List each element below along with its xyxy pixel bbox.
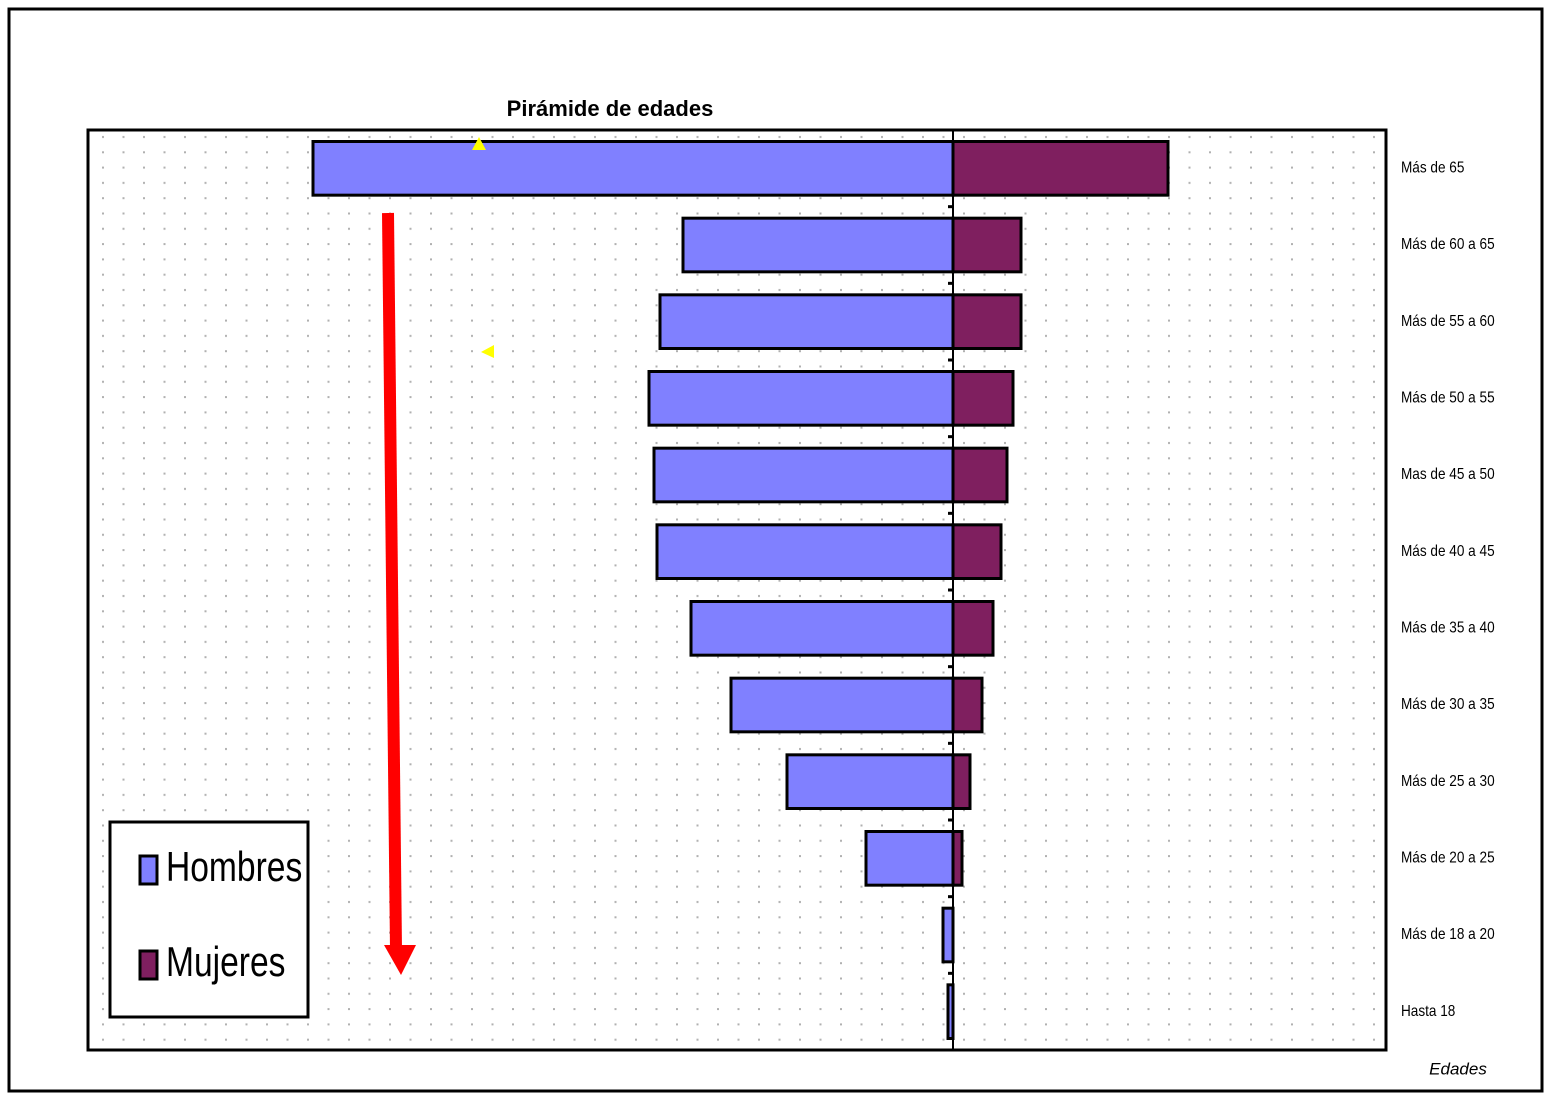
red-arrow-head bbox=[384, 945, 416, 975]
y-tick-label: Más de 20 a 25 bbox=[1401, 850, 1495, 867]
bar bbox=[951, 523, 1003, 580]
y-tick-label: Más de 18 a 20 bbox=[1401, 926, 1495, 943]
legend-swatch bbox=[138, 949, 159, 981]
legend-swatch bbox=[138, 854, 159, 886]
bar bbox=[951, 370, 1015, 427]
bar bbox=[655, 523, 955, 580]
y-tick-label: Hasta 18 bbox=[1401, 1003, 1455, 1020]
y-axis-title: Edades bbox=[1429, 1059, 1487, 1078]
y-tick-label: Más de 35 a 40 bbox=[1401, 620, 1495, 637]
bar bbox=[311, 140, 955, 197]
y-tick-label: Más de 25 a 30 bbox=[1401, 773, 1495, 790]
y-tick-label: Más de 50 a 55 bbox=[1401, 390, 1495, 407]
bars bbox=[311, 130, 1170, 1050]
y-tick-label: Más de 40 a 45 bbox=[1401, 543, 1495, 560]
plot-border bbox=[86, 128, 1388, 1052]
bar bbox=[658, 293, 955, 351]
y-tick-label: Más de 30 a 35 bbox=[1401, 696, 1495, 713]
y-tick-label: Mas de 45 a 50 bbox=[1401, 466, 1495, 483]
bar bbox=[729, 676, 955, 734]
bar bbox=[647, 370, 955, 427]
bar bbox=[951, 216, 1023, 274]
bar bbox=[652, 446, 955, 504]
bar bbox=[951, 140, 1170, 197]
bar bbox=[951, 830, 964, 887]
bar bbox=[681, 216, 955, 274]
y-tick-label: Más de 60 a 65 bbox=[1401, 236, 1495, 253]
legend: Hombres Mujeres bbox=[108, 820, 310, 1019]
marker bbox=[472, 137, 486, 150]
bar bbox=[689, 600, 955, 657]
legend-label: Mujeres bbox=[166, 940, 285, 986]
bar bbox=[864, 830, 955, 887]
bar bbox=[951, 600, 995, 657]
bar bbox=[941, 906, 955, 964]
red-arrow bbox=[382, 212, 402, 951]
y-tick-label: Más de 65 bbox=[1401, 160, 1464, 177]
bar bbox=[785, 753, 955, 810]
y-tick-label: Más de 55 a 60 bbox=[1401, 313, 1495, 330]
bar bbox=[951, 293, 1023, 351]
bar bbox=[951, 446, 1009, 504]
chart-title: Pirámide de edades bbox=[507, 96, 714, 121]
marker bbox=[481, 345, 494, 358]
bar bbox=[951, 753, 972, 810]
legend-label: Hombres bbox=[166, 845, 302, 891]
bar bbox=[951, 676, 984, 734]
